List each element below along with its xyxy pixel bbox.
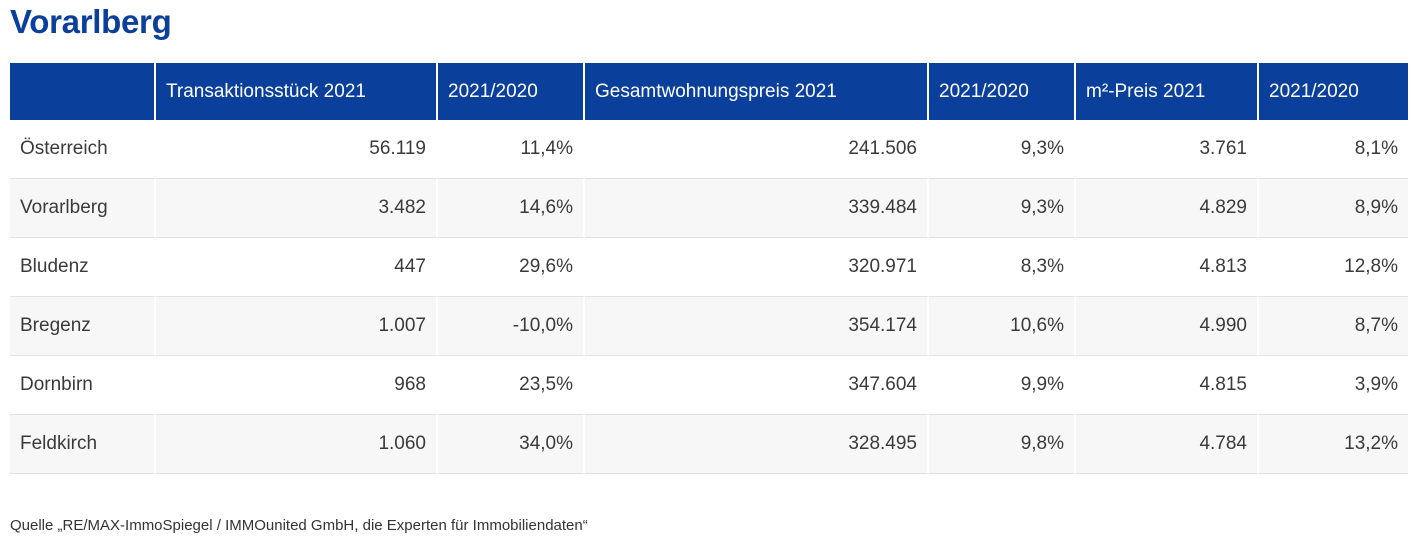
column-header-total-price-change: 2021/2020	[929, 63, 1076, 120]
statistics-table: Transaktionsstück 2021 2021/2020 Gesamtw…	[10, 63, 1408, 474]
table-cell: 9,3%	[929, 120, 1076, 179]
table-cell: 4.813	[1076, 238, 1259, 297]
table-cell: 34,0%	[438, 415, 585, 474]
table-cell: 8,9%	[1259, 179, 1408, 238]
table-cell: 447	[156, 238, 438, 297]
page-title: Vorarlberg	[10, 3, 172, 40]
column-header-transactions-change: 2021/2020	[438, 63, 585, 120]
table-cell: 14,6%	[438, 179, 585, 238]
column-header-region	[10, 63, 156, 120]
column-header-transactions: Transaktionsstück 2021	[156, 63, 438, 120]
table-cell: 3.761	[1076, 120, 1259, 179]
table-cell: 968	[156, 356, 438, 415]
table-cell-region: Bregenz	[10, 297, 156, 356]
table-cell: 3.482	[156, 179, 438, 238]
table-row: Feldkirch 1.060 34,0% 328.495 9,8% 4.784…	[10, 415, 1408, 474]
table-cell: 10,6%	[929, 297, 1076, 356]
table-cell: 3,9%	[1259, 356, 1408, 415]
table-cell: 347.604	[585, 356, 929, 415]
table-cell: 4.990	[1076, 297, 1259, 356]
table-row: Bludenz 447 29,6% 320.971 8,3% 4.813 12,…	[10, 238, 1408, 297]
table-cell: 8,7%	[1259, 297, 1408, 356]
table-cell: 8,3%	[929, 238, 1076, 297]
column-header-sqm-price: m²-Preis 2021	[1076, 63, 1259, 120]
table-cell: 4.829	[1076, 179, 1259, 238]
table-row: Bregenz 1.007 -10,0% 354.174 10,6% 4.990…	[10, 297, 1408, 356]
table-cell: -10,0%	[438, 297, 585, 356]
table-cell: 320.971	[585, 238, 929, 297]
table-cell: 1.060	[156, 415, 438, 474]
table-cell-region: Vorarlberg	[10, 179, 156, 238]
table-cell: 23,5%	[438, 356, 585, 415]
table-cell: 12,8%	[1259, 238, 1408, 297]
table-cell: 339.484	[585, 179, 929, 238]
table-cell: 29,6%	[438, 238, 585, 297]
table-row: Vorarlberg 3.482 14,6% 339.484 9,3% 4.82…	[10, 179, 1408, 238]
table-cell-region: Bludenz	[10, 238, 156, 297]
table-header-row: Transaktionsstück 2021 2021/2020 Gesamtw…	[10, 63, 1408, 120]
column-header-total-price: Gesamtwohnungspreis 2021	[585, 63, 929, 120]
table-cell: 328.495	[585, 415, 929, 474]
table-cell: 4.784	[1076, 415, 1259, 474]
table-cell: 4.815	[1076, 356, 1259, 415]
table-cell: 8,1%	[1259, 120, 1408, 179]
table-cell-region: Österreich	[10, 120, 156, 179]
table-cell-region: Dornbirn	[10, 356, 156, 415]
table-cell: 241.506	[585, 120, 929, 179]
table-cell: 9,9%	[929, 356, 1076, 415]
table-cell: 354.174	[585, 297, 929, 356]
source-note: Quelle „RE/MAX-ImmoSpiegel / IMMOunited …	[10, 517, 588, 534]
table-cell-region: Feldkirch	[10, 415, 156, 474]
table-cell: 13,2%	[1259, 415, 1408, 474]
table-cell: 9,3%	[929, 179, 1076, 238]
table-cell: 11,4%	[438, 120, 585, 179]
table-cell: 1.007	[156, 297, 438, 356]
table-row: Dornbirn 968 23,5% 347.604 9,9% 4.815 3,…	[10, 356, 1408, 415]
column-header-sqm-price-change: 2021/2020	[1259, 63, 1408, 120]
table-cell: 9,8%	[929, 415, 1076, 474]
table-row: Österreich 56.119 11,4% 241.506 9,3% 3.7…	[10, 120, 1408, 179]
table-cell: 56.119	[156, 120, 438, 179]
